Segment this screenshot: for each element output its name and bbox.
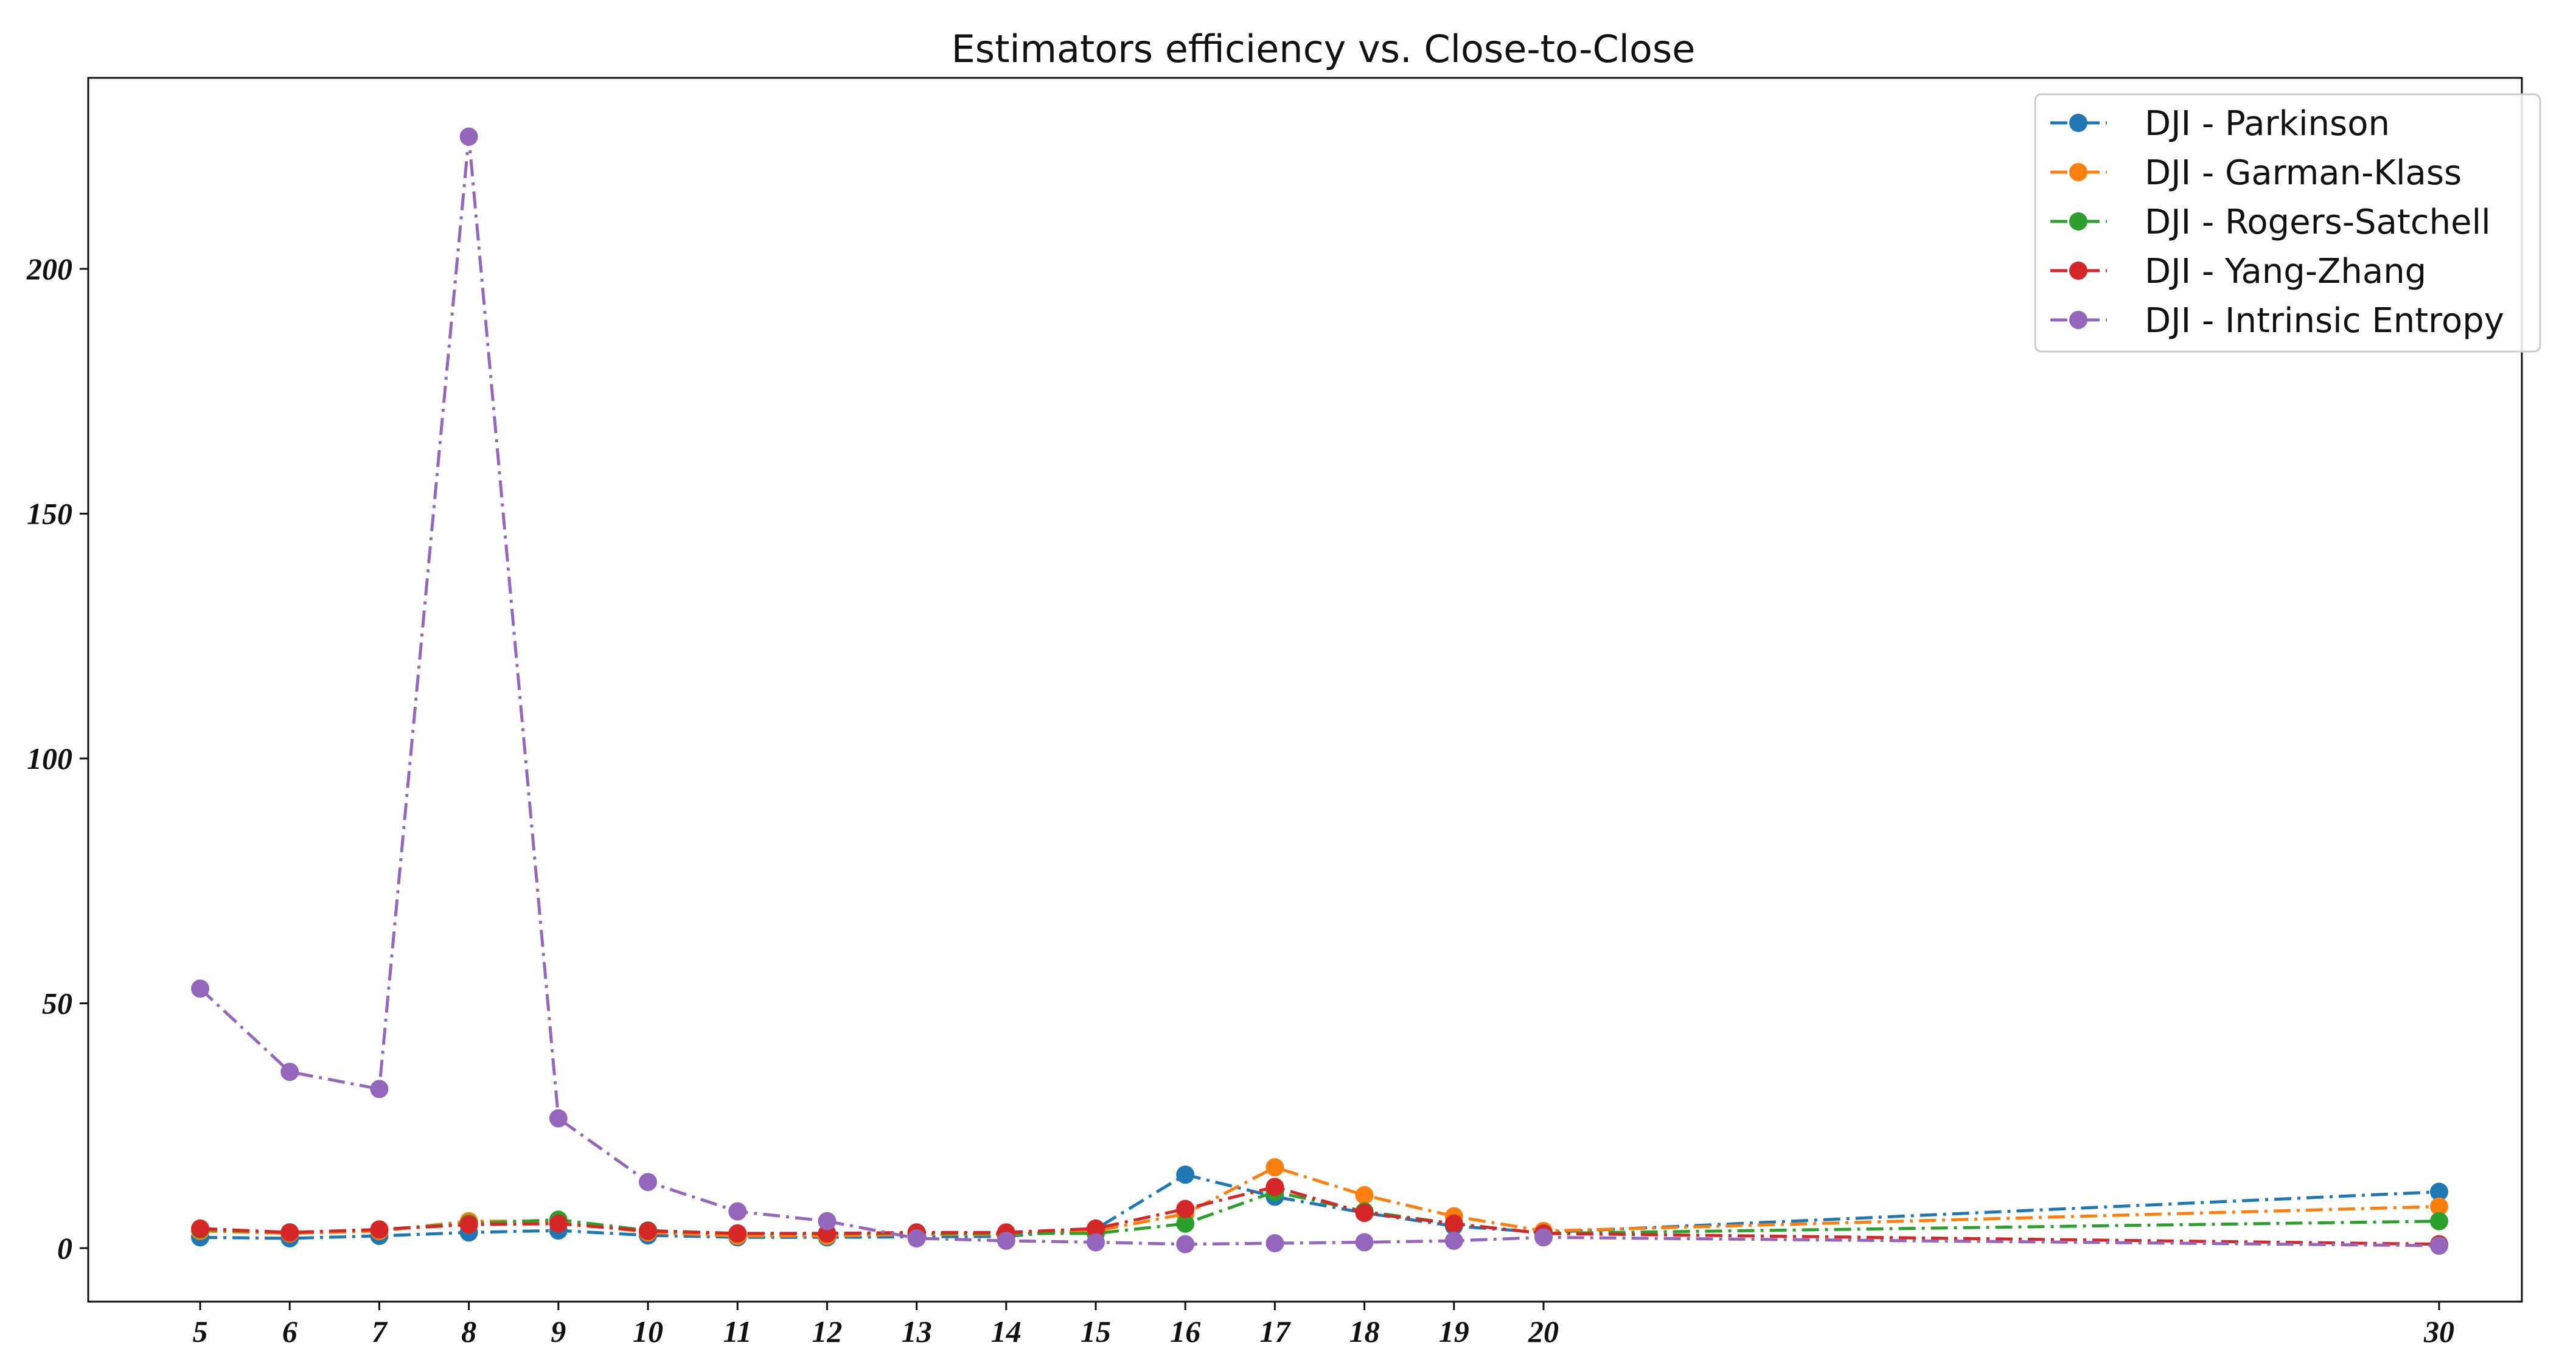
data-point: [1355, 1233, 1374, 1252]
data-point: [2430, 1212, 2448, 1230]
data-point: [907, 1229, 926, 1248]
data-point: [280, 1223, 299, 1242]
y-tick-label: 50: [42, 987, 72, 1021]
x-tick-label: 17: [1259, 1314, 1291, 1348]
x-tick-label: 13: [902, 1314, 932, 1348]
legend-item: DJI - Intrinsic Entropy: [2050, 301, 2504, 341]
y-tick-label: 100: [27, 741, 72, 776]
data-point: [1176, 1199, 1195, 1218]
legend-marker: [2069, 212, 2087, 231]
data-point: [1444, 1231, 1463, 1250]
legend-label: DJI - Parkinson: [2145, 104, 2390, 144]
legend-label: DJI - Garman-Klass: [2145, 153, 2462, 193]
chart-title: Estimators efficiency vs. Close-to-Close: [952, 27, 1696, 71]
data-point: [1355, 1204, 1374, 1223]
y-tick-label: 150: [27, 497, 72, 531]
data-point: [1087, 1219, 1105, 1238]
data-point: [459, 1215, 478, 1234]
series-dji-intrinsic-entropy: [191, 127, 2448, 1255]
legend-item: DJI - Rogers-Satchell: [2050, 203, 2491, 242]
data-point: [1176, 1214, 1195, 1233]
data-point: [1087, 1233, 1105, 1252]
data-point: [1265, 1234, 1284, 1252]
data-point: [2430, 1182, 2448, 1201]
data-point: [459, 127, 478, 146]
legend-marker: [2069, 311, 2087, 329]
x-tick-label: 19: [1439, 1314, 1469, 1348]
data-point: [997, 1231, 1015, 1250]
plot-frame: [87, 77, 2523, 1303]
data-point: [639, 1221, 657, 1240]
series-line: [199, 135, 2440, 1248]
legend-marker: [2069, 262, 2087, 280]
data-point: [728, 1202, 747, 1221]
legend-item: DJI - Parkinson: [2050, 104, 2390, 144]
data-point: [818, 1212, 837, 1230]
legend-item: DJI - Garman-Klass: [2050, 153, 2462, 193]
data-point: [370, 1220, 389, 1239]
x-tick-label: 15: [1081, 1314, 1111, 1348]
data-point: [191, 1219, 209, 1238]
data-point: [1176, 1165, 1195, 1184]
series-layer: [191, 127, 2448, 1255]
data-point: [280, 1063, 299, 1081]
data-point: [1355, 1186, 1374, 1205]
x-tick-label: 10: [633, 1314, 663, 1348]
data-point: [1265, 1178, 1284, 1196]
axis-ticks: 5 6 7 8 9 10 11 12 13 14 15 16 17 18 19 20 30 0 50 100 150 20…: [26, 252, 2454, 1348]
data-point: [639, 1173, 657, 1192]
legend-label: DJI - Yang-Zhang: [2145, 252, 2426, 291]
legend-item: DJI - Yang-Zhang: [2050, 252, 2426, 291]
data-point: [2430, 1236, 2448, 1255]
legend-label: DJI - Rogers-Satchell: [2145, 203, 2491, 242]
legend: DJI - Parkinson DJI - Garman-Klass DJI - R…: [2034, 93, 2541, 353]
data-point: [1265, 1158, 1284, 1177]
data-point: [728, 1224, 747, 1243]
data-point: [1176, 1235, 1195, 1254]
legend-marker: [2069, 163, 2087, 181]
x-tick-label: 14: [991, 1314, 1022, 1348]
x-tick-label: 12: [812, 1314, 842, 1348]
data-point: [2430, 1197, 2448, 1216]
y-tick-label: 200: [26, 252, 72, 286]
legend-label: DJI - Intrinsic Entropy: [2145, 301, 2504, 341]
legend-marker: [2069, 114, 2087, 132]
data-point: [549, 1109, 568, 1128]
x-tick-label: 9: [551, 1314, 566, 1348]
data-point: [549, 1214, 568, 1233]
x-tick-label: 16: [1170, 1314, 1200, 1348]
data-point: [1534, 1228, 1553, 1247]
x-tick-label: 11: [723, 1314, 752, 1348]
data-point: [370, 1080, 389, 1098]
data-point: [1444, 1214, 1463, 1233]
x-tick-label: 20: [1528, 1314, 1559, 1348]
x-tick-label: 7: [372, 1314, 388, 1348]
x-tick-label: 18: [1349, 1314, 1380, 1348]
x-tick-label: 8: [461, 1314, 476, 1348]
x-tick-label: 30: [2423, 1314, 2454, 1348]
x-tick-label: 6: [282, 1314, 298, 1348]
y-tick-label: 0: [57, 1231, 72, 1265]
data-point: [191, 979, 209, 998]
legend-frame: [2034, 93, 2541, 353]
x-tick-label: 5: [193, 1314, 208, 1348]
